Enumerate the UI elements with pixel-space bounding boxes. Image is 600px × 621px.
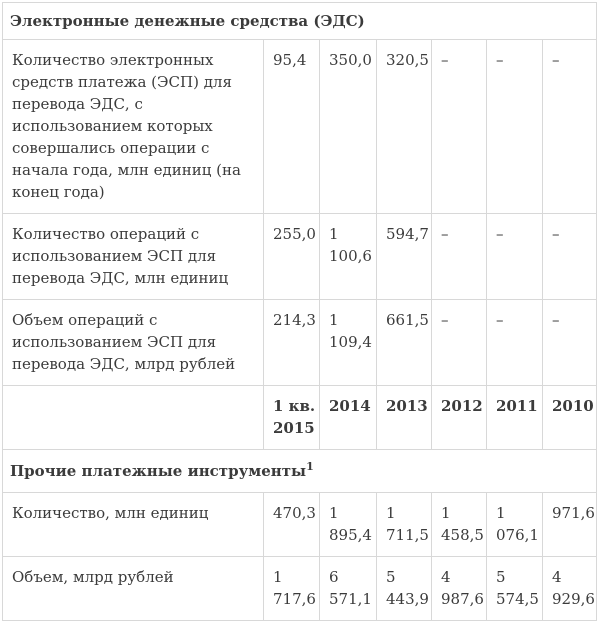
value-cell: –: [542, 213, 597, 300]
value-cell: 1 895,4: [319, 492, 377, 557]
table-row-esp-count: Количество электронных средств платежа (…: [2, 39, 597, 214]
value-cell: 1 711,5: [376, 492, 432, 557]
table-row-operations-count: Количество операций с использованием ЭСП…: [2, 213, 597, 300]
value-cell: 320,5: [376, 39, 432, 214]
value-cell: 95,4: [263, 39, 320, 214]
year-column-header: 2012: [431, 385, 487, 450]
value-cell: 5 574,5: [486, 556, 543, 621]
value-cell: 1 458,5: [431, 492, 487, 557]
value-cell: 4 987,6: [431, 556, 487, 621]
value-cell: 6 571,1: [319, 556, 377, 621]
value-cell: 1 100,6: [319, 213, 377, 300]
year-column-header: 2011: [486, 385, 543, 450]
section-header-eds-row: Электронные денежные средства (ЭДС): [2, 2, 597, 40]
table-row-other-volume: Объем, млрд рублей 1 717,6 6 571,1 5 443…: [2, 556, 597, 621]
row-label: Количество электронных средств платежа (…: [2, 39, 264, 214]
value-cell: 350,0: [319, 39, 377, 214]
value-cell: 214,3: [263, 299, 320, 386]
value-cell: –: [431, 39, 487, 214]
value-cell: 594,7: [376, 213, 432, 300]
section-header-eds: Электронные денежные средства (ЭДС): [2, 2, 597, 40]
value-cell: –: [486, 299, 543, 386]
row-label: Количество, млн единиц: [2, 492, 264, 557]
value-cell: –: [486, 213, 543, 300]
value-cell: 971,6: [542, 492, 597, 557]
value-cell: –: [542, 39, 597, 214]
year-column-header: 1 кв. 2015: [263, 385, 320, 450]
table-row-other-count: Количество, млн единиц 470,3 1 895,4 1 7…: [2, 492, 597, 557]
row-label: Объем операций с использованием ЭСП для …: [2, 299, 264, 386]
footnote-marker: 1: [306, 460, 314, 473]
value-cell: 1 717,6: [263, 556, 320, 621]
value-cell: –: [542, 299, 597, 386]
value-cell: 4 929,6: [542, 556, 597, 621]
value-cell: 661,5: [376, 299, 432, 386]
section-header-other-row: Прочие платежные инструменты1: [2, 449, 597, 493]
value-cell: –: [431, 299, 487, 386]
row-label: Количество операций с использованием ЭСП…: [2, 213, 264, 300]
value-cell: –: [486, 39, 543, 214]
empty-corner-cell: [2, 385, 264, 450]
value-cell: –: [431, 213, 487, 300]
value-cell: 5 443,9: [376, 556, 432, 621]
year-header-row: 1 кв. 2015 2014 2013 2012 2011 2010: [2, 385, 597, 450]
section-header-other-title: Прочие платежные инструменты: [10, 462, 307, 480]
year-column-header: 2013: [376, 385, 432, 450]
value-cell: 1 076,1: [486, 492, 543, 557]
value-cell: 255,0: [263, 213, 320, 300]
value-cell: 1 109,4: [319, 299, 377, 386]
table-row-operations-volume: Объем операций с использованием ЭСП для …: [2, 299, 597, 386]
section-header-other: Прочие платежные инструменты1: [2, 449, 597, 493]
row-label: Объем, млрд рублей: [2, 556, 264, 621]
year-column-header: 2014: [319, 385, 377, 450]
year-column-header: 2010: [542, 385, 597, 450]
value-cell: 470,3: [263, 492, 320, 557]
